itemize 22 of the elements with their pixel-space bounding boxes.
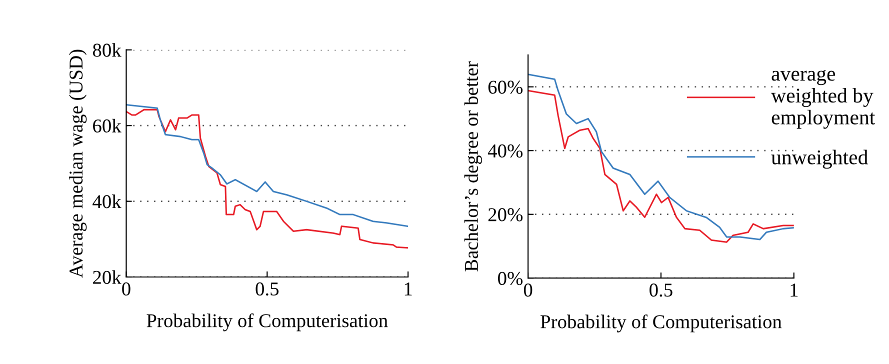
y-axis-title: Bachelor’s degree or better — [464, 61, 482, 272]
legend-label: unweighted — [771, 150, 868, 169]
line-series — [126, 104, 408, 228]
y-tick-label: 40% — [488, 144, 523, 158]
line-series — [126, 108, 408, 249]
x-tick-label: 0.5 — [650, 284, 672, 297]
x-axis-title: Probability of Computerisation — [146, 313, 388, 332]
y-tick-label: 0% — [498, 272, 523, 286]
y-tick-label: 60k — [93, 118, 122, 133]
legend-label: average weighted by employment — [771, 70, 876, 129]
y-tick-label: 40k — [92, 194, 122, 208]
x-axis-title: Probability of Computerisation — [540, 314, 782, 332]
x-tick-label: 0 — [122, 282, 130, 296]
y-axis-title: Average median wage (USD) — [68, 50, 87, 278]
y-tick-label: 60% — [488, 80, 523, 94]
y-tick-label: 20% — [488, 208, 523, 222]
x-tick-label: 0.5 — [256, 282, 279, 296]
x-tick-label: 1 — [404, 282, 412, 296]
x-tick-label: 1 — [790, 284, 798, 296]
y-tick-label: 20k — [93, 270, 122, 284]
x-tick-label: 0 — [524, 284, 532, 297]
y-tick-label: 80k — [92, 43, 122, 57]
